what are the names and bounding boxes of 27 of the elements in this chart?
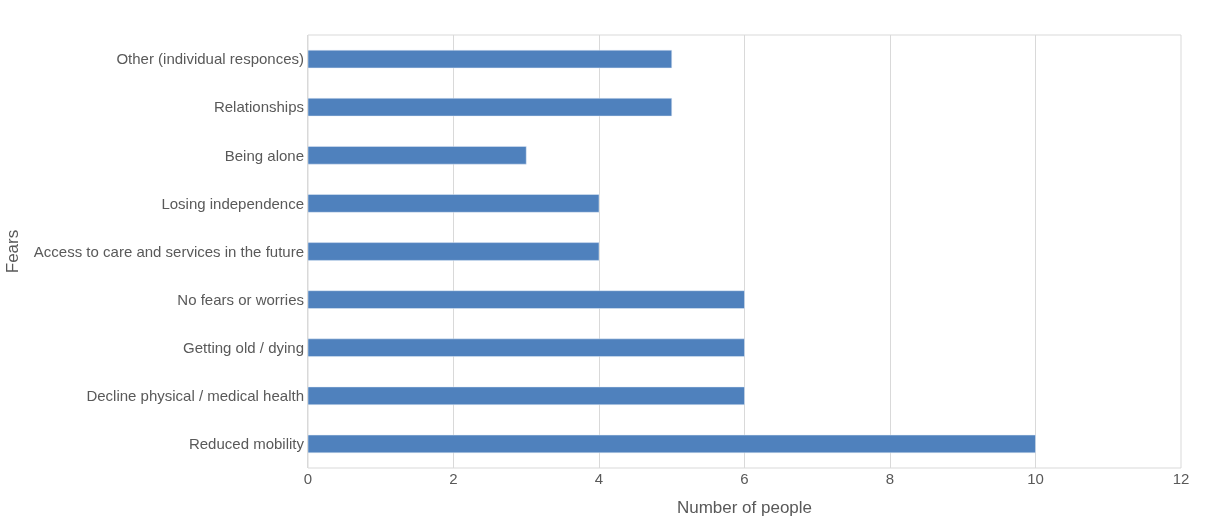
y-tick-label: Getting old / dying — [183, 338, 304, 356]
bar — [308, 242, 600, 261]
bar — [308, 338, 745, 357]
x-tick-label: 12 — [1172, 470, 1190, 487]
x-tick-label: 10 — [1027, 470, 1044, 487]
y-tick-label: Relationships — [213, 98, 304, 116]
bar — [308, 194, 600, 213]
x-tick-label: 8 — [885, 470, 895, 487]
bar — [308, 98, 672, 117]
y-tick-label: Reduced mobility — [188, 435, 305, 453]
bar — [308, 49, 672, 69]
x-tick-label: 0 — [303, 470, 313, 487]
x-axis-title: Number of people — [676, 498, 813, 518]
y-tick-label: Other (individual responces) — [116, 50, 304, 68]
y-axis-title: Fears — [3, 229, 23, 274]
y-tick-label: Being alone — [224, 146, 304, 164]
bar — [308, 146, 527, 165]
bar — [308, 434, 1036, 454]
x-tick-label: 2 — [449, 470, 458, 487]
x-tick-label: 4 — [594, 470, 604, 487]
y-tick-label: Losing independence — [161, 194, 304, 212]
x-tick-label: 6 — [740, 470, 749, 487]
bar — [308, 290, 745, 309]
y-tick-label: Access to care and services in the future — [33, 242, 304, 260]
y-tick-label: Decline physical / medical health — [86, 387, 304, 405]
y-tick-label: No fears or worries — [177, 290, 304, 308]
bar — [308, 386, 745, 405]
